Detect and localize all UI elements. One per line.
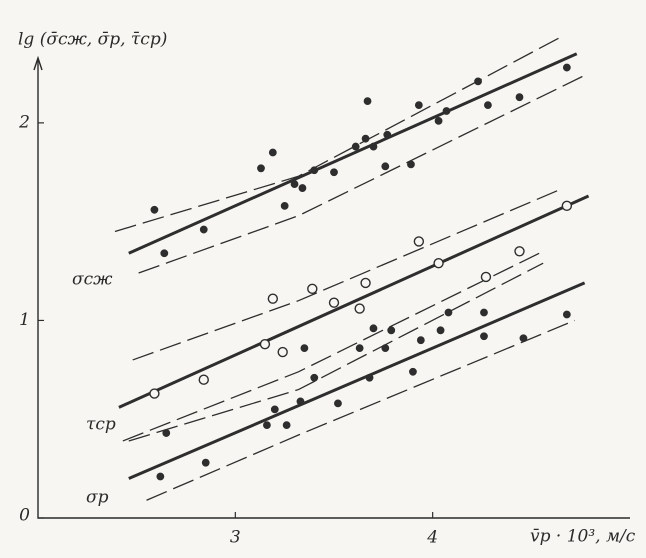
data-point <box>257 164 265 173</box>
data-point <box>381 344 390 352</box>
data-point <box>298 184 307 192</box>
data-point <box>442 107 451 115</box>
data-point <box>363 97 372 106</box>
axes <box>37 60 630 519</box>
data-point <box>387 326 396 335</box>
data-point <box>263 421 271 430</box>
data-point <box>409 367 417 376</box>
data-point <box>307 283 318 295</box>
data-point <box>515 93 524 102</box>
data-point <box>156 472 165 481</box>
data-point <box>433 257 444 269</box>
data-point <box>310 373 319 382</box>
data-point <box>282 421 291 430</box>
data-point <box>436 326 445 335</box>
data-point <box>381 162 390 171</box>
data-point <box>296 397 305 406</box>
data-point <box>330 168 338 177</box>
data-point <box>519 334 528 343</box>
data-point <box>562 63 571 72</box>
data-point <box>562 310 571 319</box>
data-point <box>434 116 443 125</box>
data-point <box>267 293 279 304</box>
fit-line <box>128 281 586 480</box>
data-point <box>360 277 371 289</box>
data-point <box>199 225 208 234</box>
data-point <box>300 344 309 352</box>
data-point <box>383 130 392 139</box>
data-point <box>277 346 288 358</box>
confidence-band <box>146 319 575 501</box>
data-point <box>162 429 171 437</box>
y-arrow <box>33 55 43 71</box>
data-point <box>369 142 378 151</box>
y-tick-label: 1 <box>19 310 30 330</box>
confidence-band <box>138 72 589 274</box>
data-point <box>484 101 492 109</box>
data-point <box>413 236 425 247</box>
data-point <box>328 297 340 308</box>
data-point <box>480 332 488 341</box>
data-point <box>268 148 277 157</box>
data-point <box>290 180 299 189</box>
confidence-band <box>132 189 560 361</box>
data-point <box>351 142 360 151</box>
data-point <box>361 134 370 143</box>
data-point <box>198 374 209 385</box>
data-point <box>201 458 210 467</box>
data-point <box>480 271 492 283</box>
data-point <box>369 324 378 333</box>
confidence-band <box>122 252 540 442</box>
data-point <box>414 101 423 109</box>
y-tick-label: 2 <box>18 112 30 132</box>
series-label: τср <box>86 415 116 435</box>
data-point <box>280 201 289 210</box>
data-point <box>407 160 415 169</box>
fit-line <box>118 194 590 409</box>
data-point <box>480 308 488 317</box>
data-point <box>259 338 271 350</box>
data-point <box>561 200 573 212</box>
data-point <box>355 344 364 352</box>
y-tick-label: 0 <box>19 506 30 526</box>
series-label: σр <box>86 488 109 508</box>
fit-line <box>128 52 578 255</box>
x-tick-label: 3 <box>230 528 241 548</box>
data-point <box>270 405 279 414</box>
confidence-band <box>114 35 564 233</box>
data-point <box>334 399 342 408</box>
confidence-band <box>128 262 544 442</box>
series-label: σсж <box>72 270 113 290</box>
data-point <box>365 373 374 382</box>
data-point <box>150 205 159 214</box>
data-point <box>354 303 365 314</box>
x-axis-label: v̄р · 10³, м/с <box>530 527 636 547</box>
data-point <box>160 249 169 258</box>
data-point <box>514 246 525 257</box>
data-point <box>474 77 482 86</box>
data-point <box>149 388 160 399</box>
data-point <box>444 308 453 317</box>
y-axis-label: lg (σ̄сж, σ̄р, τ̄ср) <box>18 30 167 50</box>
data-point <box>310 166 319 175</box>
x-tick-label: 4 <box>426 528 438 548</box>
data-point <box>416 336 425 345</box>
